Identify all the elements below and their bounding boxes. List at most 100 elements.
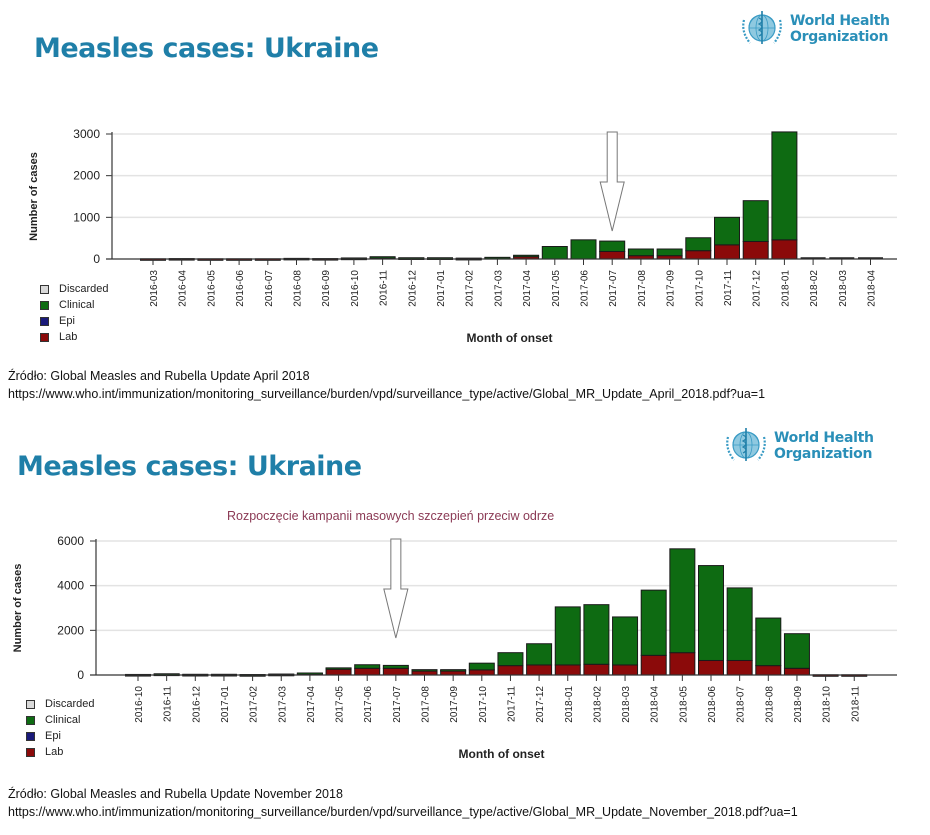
legend-label: Discarded [45,698,95,710]
bar-segment-clinical [771,131,798,241]
x-tick-label: 2017-07 [608,270,619,307]
bar-segment-lab [599,251,626,260]
bar-segment-clinical [411,669,438,672]
chart-legend: Discarded Clinical Epi Lab [40,281,109,345]
y-tick-label: 3000 [73,127,100,141]
page-title: Measles cases: Ukraine [17,451,362,482]
x-tick-label: 2016-12 [407,270,418,307]
x-tick-label: 2016-10 [134,686,145,723]
x-tick-label: 2017-03 [277,686,288,723]
source-url[interactable]: https://www.who.int/immunization/monitor… [8,387,766,401]
legend-swatch [26,747,35,757]
bar-segment-clinical [325,667,352,670]
x-tick-label: 2016-12 [191,686,202,723]
bar-segment-lab [526,664,553,676]
x-tick-label: 2018-03 [621,686,632,723]
bar-segment-clinical [468,662,495,671]
bar-segment-lab [685,250,712,260]
x-tick-label: 2016-03 [149,270,160,307]
bar-segment-lab [382,667,409,676]
source-citation: Źródło: Global Measles and Rubella Updat… [8,785,798,821]
x-tick-label: 2016-05 [206,270,217,307]
who-emblem-icon [726,428,766,461]
bar-segment-lab [554,664,581,676]
x-tick-label: 2018-02 [809,270,820,307]
x-tick-label: 2018-07 [736,686,747,723]
bar-segment-clinical [570,239,597,260]
legend-swatch [26,731,35,741]
arrow-down-icon [599,131,625,232]
x-tick-label: 2016-10 [350,270,361,307]
legend-label: Clinical [59,299,95,311]
bar-segment-clinical [541,246,568,260]
x-tick-label: 2017-10 [478,686,489,723]
bar-segment-lab [583,663,610,676]
x-tick-label: 2018-01 [564,686,575,723]
x-tick-label: 2018-10 [822,686,833,723]
x-tick-label: 2018-01 [780,270,791,307]
legend-swatch [40,300,49,310]
legend-item-epi: Epi [40,313,109,329]
x-tick-label: 2017-11 [506,686,517,722]
y-tick-label: 2000 [73,169,100,183]
x-tick-label: 2017-12 [752,270,763,307]
legend-item-discarded: Discarded [26,696,95,712]
x-tick-label: 2017-07 [392,686,403,723]
y-tick-label: 1000 [73,210,100,224]
bar-segment-lab [640,654,667,676]
legend-label: Epi [45,730,61,742]
who-logo-line2: Organization [790,29,889,45]
legend-swatch [40,316,49,326]
x-tick-label: 2017-02 [249,686,260,723]
bar-segment-clinical [698,565,724,661]
bar-segment-clinical [382,664,409,669]
bar-segment-lab [669,652,696,676]
x-tick-label: 2017-01 [436,270,447,307]
bar-segment-clinical [612,616,639,666]
x-tick-label: 2016-04 [178,270,189,307]
legend-label: Discarded [59,283,109,295]
x-tick-label: 2018-04 [867,270,878,307]
x-tick-label: 2016-11 [379,270,390,306]
bar-segment-lab [742,241,769,260]
bar-segment-clinical [685,237,712,252]
bar-segment-clinical [669,548,696,654]
bar-segment-clinical [640,589,667,656]
source-url[interactable]: https://www.who.int/immunization/monitor… [8,805,798,819]
bar-segment-clinical [755,617,782,667]
x-tick-label: 2017-05 [335,686,346,723]
y-tick-label: 6000 [57,534,84,548]
x-tick-label: 2017-04 [522,270,533,307]
chart-legend: Discarded Clinical Epi Lab [26,696,95,760]
bar-segment-lab [497,665,524,676]
source-citation: Źródło: Global Measles and Rubella Updat… [8,367,765,403]
x-tick-label: 2018-05 [678,686,689,723]
x-tick-label: 2018-06 [707,686,718,723]
x-tick-label: 2017-12 [535,686,546,723]
x-tick-label: 2018-04 [650,686,661,723]
bar-segment-lab [354,667,381,676]
x-tick-label: 2016-09 [321,270,332,307]
y-tick-label: 0 [93,252,100,266]
legend-label: Lab [45,746,64,758]
who-emblem-icon [742,11,782,44]
bar-segment-clinical [554,606,581,666]
x-tick-label: 2017-11 [723,270,734,306]
legend-swatch [26,715,35,725]
legend-label: Clinical [45,714,81,726]
page-title: Measles cases: Ukraine [34,33,379,64]
bar-segment-lab [698,659,724,676]
legend-item-lab: Lab [40,329,109,345]
bar-segment-clinical [296,672,323,675]
bar-segment-clinical [354,664,381,669]
x-tick-label: 2017-09 [666,270,677,307]
who-logo: World Health Organization [722,425,874,467]
x-tick-label: 2017-09 [449,686,460,723]
x-tick-label: 2017-03 [493,270,504,307]
bar-segment-lab [714,244,740,260]
bar-segment-clinical [497,652,524,667]
who-logo-line1: World Health [790,13,890,29]
legend-item-discarded: Discarded [40,281,109,297]
bar-segment-lab [468,669,495,676]
y-tick-label: 4000 [57,579,84,593]
